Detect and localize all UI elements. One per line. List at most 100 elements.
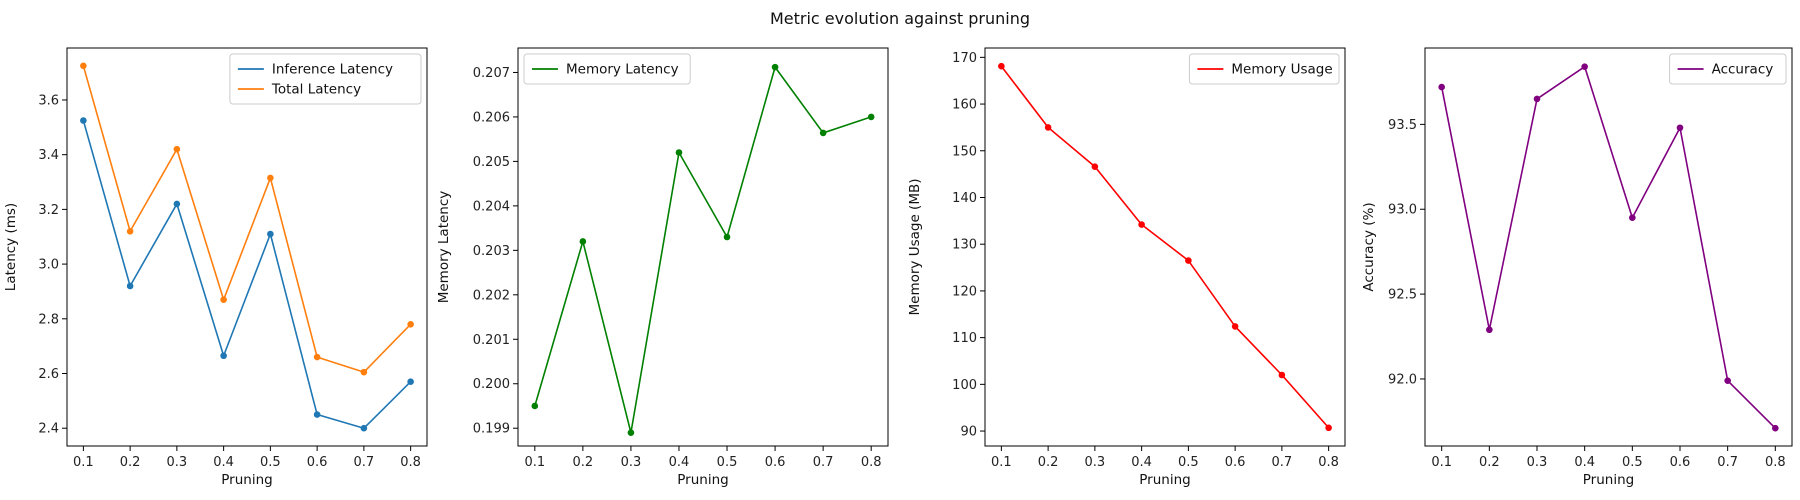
data-point <box>1185 257 1192 264</box>
x-tick-label: 0.4 <box>1574 455 1595 470</box>
data-point <box>173 145 181 153</box>
data-point <box>867 113 875 121</box>
x-tick-label: 0.6 <box>1670 455 1691 470</box>
y-tick-label: 170 <box>952 51 977 66</box>
data-point <box>723 233 731 241</box>
panel-memory-latency: 0.1 0.2 0.3 0.4 0.5 0.6 0.7 0.8 0.199 0.200 0.201 0… <box>436 47 889 488</box>
series-line <box>82 120 412 430</box>
y-tick-label: 160 <box>952 98 977 113</box>
data-point <box>313 353 321 361</box>
legend-box <box>523 53 691 85</box>
y-tick-label: 3.0 <box>38 258 59 273</box>
legend-label: Memory Latency <box>566 62 679 78</box>
x-axis-label: Pruning <box>1139 472 1190 488</box>
data-point <box>998 62 1005 70</box>
y-tick-label: 90 <box>960 425 977 440</box>
legend-box <box>229 53 422 105</box>
x-tick-label: 0.4 <box>669 455 690 470</box>
y-tick-label: 93.0 <box>1388 203 1417 218</box>
y-axis-label: Accuracy (%) <box>1361 202 1377 291</box>
x-tick-label: 0.3 <box>1527 455 1548 470</box>
y-tick-label: 3.6 <box>38 93 59 108</box>
y-tick-label: 100 <box>952 378 977 393</box>
series-line <box>1000 65 1330 429</box>
x-axis-label: Pruning <box>677 472 728 488</box>
data-point <box>819 129 827 137</box>
x-tick-label: 0.3 <box>167 455 188 470</box>
panel-latency: 0.1 0.2 0.3 0.4 0.5 0.6 0.7 0.8 2.4 2.6 2.8 3.0 3.2 3… <box>3 47 428 488</box>
panel-memory-usage: 0.1 0.2 0.3 0.4 0.5 0.6 0.7 0.8 90 100 110 120 130 14… <box>907 47 1346 488</box>
y-tick-label: 140 <box>952 191 977 206</box>
y-tick-label: 2.6 <box>38 367 59 382</box>
y-tick-label: 92.5 <box>1388 288 1417 303</box>
x-axis-label: Pruning <box>221 472 272 488</box>
legend-label: Total Latency <box>271 82 361 98</box>
x-tick-label: 0.3 <box>1085 455 1106 470</box>
y-tick-label: 2.4 <box>38 422 59 437</box>
axes-frame <box>517 47 889 447</box>
data-point <box>627 429 635 436</box>
data-point <box>407 378 414 386</box>
x-tick-label: 0.7 <box>354 455 375 470</box>
data-point <box>1629 214 1636 222</box>
y-tick-label: 0.205 <box>473 155 510 170</box>
data-point <box>1138 221 1145 228</box>
data-point <box>360 368 368 376</box>
data-point <box>220 352 227 360</box>
data-point <box>1044 124 1052 131</box>
legend-label: Accuracy <box>1712 62 1774 78</box>
data-point <box>313 411 321 418</box>
x-tick-label: 0.5 <box>1178 455 1199 470</box>
data-point <box>173 200 181 208</box>
x-tick-label: 0.1 <box>1431 455 1452 470</box>
axes-frame <box>984 47 1346 447</box>
x-tick-label: 0.7 <box>813 455 834 470</box>
axes-frame <box>66 47 428 447</box>
data-point <box>126 227 134 235</box>
data-point <box>1091 163 1099 170</box>
data-point <box>360 424 368 432</box>
x-tick-label: 0.6 <box>307 455 328 470</box>
data-point <box>80 62 87 70</box>
x-tick-label: 0.2 <box>1479 455 1500 470</box>
x-tick-label: 0.6 <box>765 455 786 470</box>
x-tick-label: 0.4 <box>1131 455 1152 470</box>
x-tick-label: 0.8 <box>400 455 421 470</box>
y-tick-label: 0.199 <box>473 422 510 437</box>
x-tick-label: 0.1 <box>991 455 1012 470</box>
y-tick-label: 0.201 <box>473 333 510 348</box>
data-point <box>1325 424 1332 432</box>
y-axis-label: Memory Latency <box>436 191 452 304</box>
y-tick-label: 0.202 <box>473 288 510 303</box>
y-tick-label: 0.207 <box>473 66 510 81</box>
x-tick-label: 0.4 <box>213 455 234 470</box>
legend-box <box>1669 53 1787 85</box>
y-tick-label: 130 <box>952 238 977 253</box>
legend-label: Memory Usage <box>1231 62 1332 78</box>
y-tick-label: 3.4 <box>38 148 59 163</box>
series-line <box>1440 65 1776 429</box>
y-tick-label: 0.204 <box>473 199 510 214</box>
x-tick-label: 0.2 <box>1038 455 1059 470</box>
data-point <box>1278 371 1286 379</box>
y-axis-label: Latency (ms) <box>3 203 19 291</box>
data-point <box>126 282 134 290</box>
y-tick-label: 2.8 <box>38 312 59 327</box>
figure-suptitle: Metric evolution against pruning <box>770 9 1030 28</box>
x-tick-label: 0.5 <box>717 455 738 470</box>
legend-label: Inference Latency <box>272 62 393 78</box>
y-tick-label: 0.206 <box>473 110 510 125</box>
y-tick-label: 150 <box>952 144 977 159</box>
data-point <box>1724 377 1731 384</box>
data-point <box>675 149 683 156</box>
data-point <box>1533 95 1541 103</box>
x-tick-label: 0.5 <box>1622 455 1643 470</box>
x-tick-label: 0.1 <box>73 455 94 470</box>
x-tick-label: 0.7 <box>1272 455 1293 470</box>
data-point <box>220 296 227 303</box>
data-point <box>771 63 779 71</box>
y-tick-label: 0.200 <box>473 377 510 392</box>
x-tick-label: 0.2 <box>573 455 594 470</box>
y-tick-label: 93.5 <box>1388 118 1417 133</box>
